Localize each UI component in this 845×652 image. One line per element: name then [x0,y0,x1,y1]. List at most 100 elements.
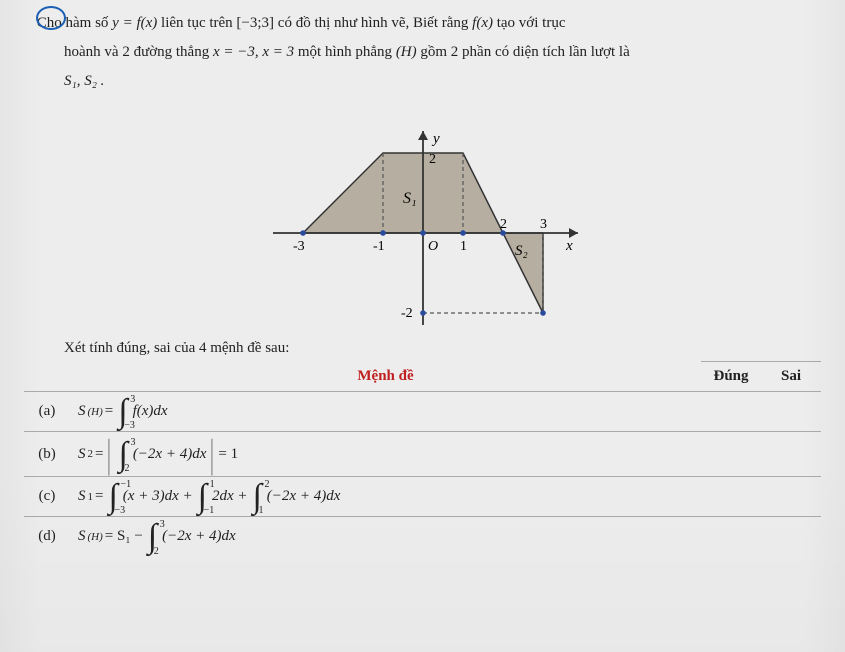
arrow-icon [569,228,578,238]
question-line-3: S₁, S₂ . [14,68,831,95]
tick-x-m3: -3 [293,239,305,254]
cell-dung[interactable] [701,517,761,557]
integral-icon: −1 ∫ −3 [108,483,117,510]
abs-bar-icon: | [108,438,110,470]
th-sai: Sai [761,362,821,392]
lhs: S [78,403,86,420]
int-lo: −1 [204,505,215,516]
lhs-sub: 1 [88,491,94,503]
eq: = [95,446,103,463]
row-expr: S(H) = S₁ − 3 ∫ 2 (−2x + 4)dx [70,517,701,557]
integral-icon: 2 ∫ 1 [252,483,261,510]
th-menhde: Mệnh đề [70,362,701,392]
cell-dung[interactable] [701,432,761,477]
table-row: (c) S1 = −1 ∫ −3 (x + 3)dx + 1 ∫ [24,477,821,517]
s2-label: S₂ [515,243,528,259]
body: 2dx + [212,488,248,505]
cell-sai[interactable] [761,432,821,477]
page: âu 25 Cho hàm số y = f(x) liên tục trên … [0,0,845,557]
int-up: 2 [264,479,269,490]
eq: = S₁ − [105,528,143,545]
int-up: 3 [130,394,135,405]
point [460,230,466,236]
eq-interval: [−3;3] [236,15,274,31]
tick-x-2: 2 [500,217,507,232]
int-up: 3 [130,437,135,448]
q-text-2a: hoành và 2 đường thẳng [64,44,213,60]
eq: = [95,488,103,505]
int-up: 3 [160,519,165,530]
int-lo: −3 [114,505,125,516]
tick-y-m2: -2 [401,306,413,321]
int-lo: 1 [258,505,263,516]
row-label: (a) [24,392,70,432]
integral-icon: 3 ∫ 2 [118,441,127,468]
row-label: (b) [24,432,70,477]
cell-sai[interactable] [761,477,821,517]
q-text-1b: liên tục trên [161,15,236,31]
eq-lines: x = −3, x = 3 [213,44,294,60]
cell-sai[interactable] [761,517,821,557]
point [420,310,426,316]
body: f(x)dx [133,403,168,420]
integral-icon: 3 ∫ 2 [148,523,157,550]
row-label: (d) [24,517,70,557]
row-label: (c) [24,477,70,517]
body: (−2x + 4)dx [133,446,207,463]
lhs-sub: (H) [88,406,103,418]
answer-table: Mệnh đề Đúng Sai (a) S(H) = 3 ∫ −3 [24,361,821,557]
table-header-row: Mệnh đề Đúng Sai [24,362,821,392]
row-expr: S2 = | 3 ∫ 2 (−2x + 4)dx | = 1 [70,432,701,477]
abs-bar-icon: | [211,438,213,470]
chart-svg: y x 2 -2 -3 -1 O 1 2 3 S₁ S₂ [253,103,593,331]
s1-label: S₁ [403,190,417,207]
tick-x-3: 3 [540,217,547,232]
lhs: S [78,446,86,463]
row-expr: S1 = −1 ∫ −3 (x + 3)dx + 1 ∫ −1 [70,477,701,517]
cell-dung[interactable] [701,392,761,432]
q-text-2c: gồm 2 phần có diện tích lần lượt là [420,44,629,60]
diagram: y x 2 -2 -3 -1 O 1 2 3 S₁ S₂ [14,103,831,336]
body: (−2x + 4)dx [267,488,341,505]
lhs-sub: 2 [88,448,94,460]
cell-dung[interactable] [701,477,761,517]
q-text-2b: một hình phẳng [298,44,396,60]
int-lo: 2 [154,546,159,557]
body: (−2x + 4)dx [162,528,236,545]
q-text-1a: Cho hàm số [37,15,112,31]
table-row: (b) S2 = | 3 ∫ 2 (−2x + 4)dx | = 1 [24,432,821,477]
eq-S1S2: S₁, S₂ . [64,73,104,89]
point [540,310,546,316]
point [420,230,426,236]
arrow-icon [418,131,428,140]
int-up: 1 [210,479,215,490]
eq-H: (H) [396,44,417,60]
y-label: y [431,131,440,147]
integral-icon: 1 ∫ −1 [198,483,207,510]
question-line-2: hoành và 2 đường thẳng x = −3, x = 3 một… [14,39,831,66]
tick-x-1: 1 [460,239,467,254]
lhs: S [78,488,86,505]
th-blank [24,362,70,392]
int-up: −1 [120,479,131,490]
integral-icon: 3 ∫ −3 [118,398,127,425]
lhs-sub: (H) [88,531,103,543]
th-dung: Đúng [701,362,761,392]
question-number: âu 25 [14,10,29,37]
tick-x-m1: -1 [373,239,385,254]
question-line-1: âu 25 Cho hàm số y = f(x) liên tục trên … [14,10,831,37]
int-lo: −3 [124,420,135,431]
row-expr: S(H) = 3 ∫ −3 f(x)dx [70,392,701,432]
cell-sai[interactable] [761,392,821,432]
q-text-1d: tạo với trục [497,15,566,31]
table-prompt: Xét tính đúng, sai của 4 mệnh đề sau: [14,340,831,357]
lhs: S [78,528,86,545]
eq-y: y = f(x) [112,15,157,31]
point [380,230,386,236]
x-label: x [565,238,573,254]
body: (x + 3)dx + [123,488,193,505]
table-row: (a) S(H) = 3 ∫ −3 f(x)dx [24,392,821,432]
table-row: (d) S(H) = S₁ − 3 ∫ 2 (−2x + 4)dx [24,517,821,557]
eq: = [105,403,113,420]
tail: = 1 [218,446,238,463]
